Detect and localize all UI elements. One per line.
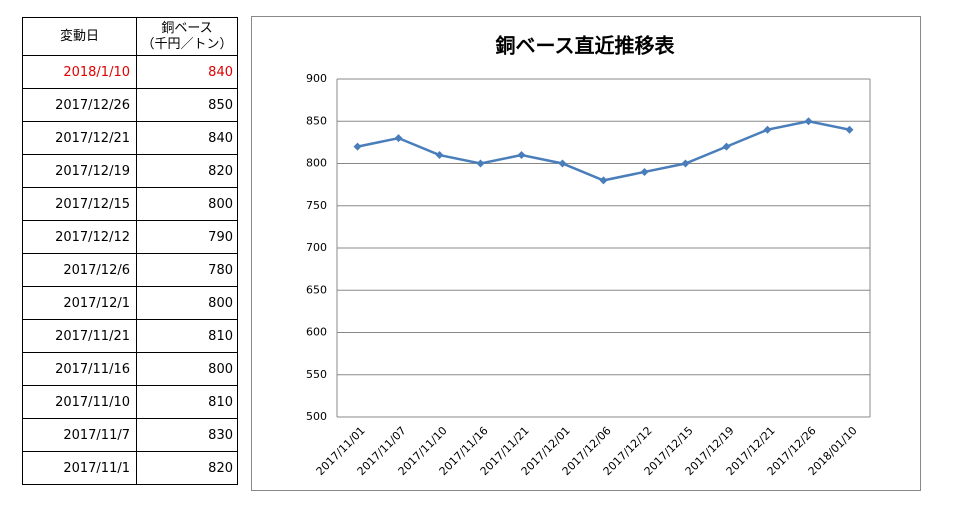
price-cell: 800: [136, 352, 238, 386]
y-tick-label: 600: [306, 326, 327, 339]
price-cell: 820: [136, 451, 238, 485]
price-cell: 780: [136, 253, 238, 287]
data-point: [640, 167, 649, 176]
date-cell: 2017/11/21: [22, 319, 137, 353]
table-row: 2017/12/6 780: [22, 253, 238, 287]
y-tick-label: 750: [306, 199, 327, 212]
header-cell: 変動日: [22, 17, 137, 56]
price-cell: 790: [136, 220, 238, 254]
data-point: [517, 151, 526, 160]
data-point: [435, 151, 444, 160]
y-tick-label: 900: [306, 72, 327, 85]
y-tick-label: 800: [306, 157, 327, 170]
date-cell: 2018/1/10: [22, 55, 137, 89]
date-cell: 2017/11/1: [22, 451, 137, 485]
table-body: 2018/1/10 840 2017/12/26 850 2017/12/21 840 20…: [22, 55, 238, 485]
date-cell: 2017/12/21: [22, 121, 137, 155]
header-row: 変動日 銅ベース （千円／トン）: [22, 17, 238, 56]
chart-frame: [251, 16, 921, 491]
data-point: [681, 159, 690, 168]
y-tick-label: 850: [306, 114, 327, 127]
data-point: [394, 134, 403, 143]
data-point: [804, 117, 813, 126]
y-tick-label: 550: [306, 368, 327, 381]
y-tick-label: 700: [306, 241, 327, 254]
table-row: 2017/11/1 820: [22, 451, 238, 485]
date-cell: 2017/12/26: [22, 88, 137, 122]
y-tick-label: 500: [306, 410, 327, 423]
header-cell: 銅ベース （千円／トン）: [136, 17, 238, 56]
chart-title: 銅ベース直近推移表: [496, 34, 676, 58]
data-point: [476, 159, 485, 168]
table-row: 2017/11/10 810: [22, 385, 238, 419]
header-text: 銅ベース: [161, 20, 213, 36]
data-point: [353, 142, 362, 151]
price-cell: 840: [136, 121, 238, 155]
data-point: [845, 125, 854, 134]
date-cell: 2017/12/15: [22, 187, 137, 221]
data-point: [599, 176, 608, 185]
data-point: [722, 142, 731, 151]
data-point: [558, 159, 567, 168]
table-row: 2017/12/21 840: [22, 121, 238, 155]
price-cell: 800: [136, 187, 238, 221]
table-row: 2018/1/10 840: [22, 55, 238, 89]
data-point: [763, 125, 772, 134]
price-cell: 840: [136, 55, 238, 89]
date-cell: 2017/12/1: [22, 286, 137, 320]
header-text: （千円／トン）: [141, 36, 233, 52]
y-tick-label: 650: [306, 283, 327, 296]
price-cell: 820: [136, 154, 238, 188]
table-row: 2017/12/15 800: [22, 187, 238, 221]
price-cell: 810: [136, 319, 238, 353]
table-row: 2017/11/21 810: [22, 319, 238, 353]
table-row: 2017/12/26 850: [22, 88, 238, 122]
price-table: 変動日 銅ベース （千円／トン） 2018/1/10 840 2017/12/26 85…: [22, 17, 238, 485]
date-cell: 2017/11/7: [22, 418, 137, 452]
